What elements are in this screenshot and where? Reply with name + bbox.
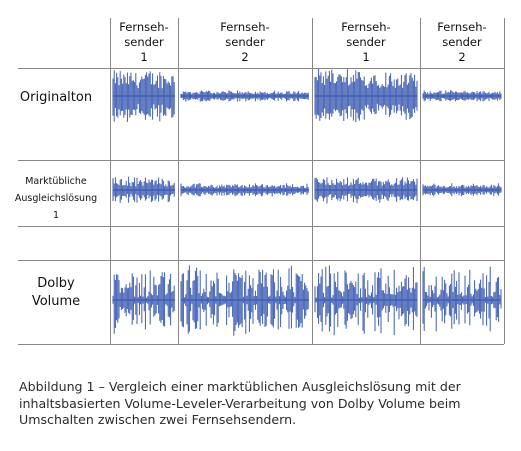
column-header-2-line1: Fernseh- <box>220 20 270 34</box>
row-label-dolby-volume-line1: Dolby <box>37 276 75 291</box>
row-label-originalton-line1: Originalton <box>19 90 93 105</box>
waveforms <box>112 68 502 336</box>
column-header-2-line2: sender <box>225 35 265 49</box>
row-label-originalton: Originalton <box>4 90 108 105</box>
grid-lines <box>18 18 505 345</box>
column-header-3-line1: Fernseh- <box>341 20 391 34</box>
waveform-row1-col2 <box>180 90 309 102</box>
waveform-row2-col4 <box>422 183 502 197</box>
column-header-4-line1: Fernseh- <box>437 20 487 34</box>
waveform-path <box>422 266 502 332</box>
waveform-row1-col3 <box>314 68 418 123</box>
column-header-1-line2: sender <box>124 35 164 49</box>
row-label-dolby-volume: Dolby Volume <box>4 275 108 311</box>
waveform-row2-col3 <box>314 177 418 204</box>
column-header-4-line2: sender <box>442 35 482 49</box>
column-header-1: Fernseh- sender 1 <box>110 20 178 66</box>
comparison-figure: Fernseh- sender 1 Fernseh- sender 2 Fern… <box>4 18 505 345</box>
column-header-3-line3: 1 <box>362 50 370 64</box>
column-header-2-line3: 2 <box>241 50 249 64</box>
waveform-row3-col2 <box>180 265 309 336</box>
waveform-row1-col4 <box>422 90 502 102</box>
column-header-2: Fernseh- sender 2 <box>178 20 312 66</box>
column-header-3-line2: sender <box>346 35 386 49</box>
figure-caption: Abbildung 1 – Vergleich einer marktüblic… <box>19 379 461 427</box>
row-label-ausgleichsloesung-line2: Ausgleichslösung <box>14 193 98 204</box>
column-header-3: Fernseh- sender 1 <box>312 20 420 66</box>
column-header-1-line3: 1 <box>140 50 148 64</box>
row-label-ausgleichsloesung: Marktübliche Ausgleichslösung 1 <box>4 173 108 224</box>
waveform-row3-col4 <box>422 266 502 332</box>
row-label-ausgleichsloesung-line1: Marktübliche <box>25 176 87 187</box>
waveform-row2-col2 <box>180 183 309 197</box>
waveform-row2-col1 <box>112 176 175 203</box>
waveform-row1-col1 <box>112 70 175 122</box>
row-label-dolby-volume-line2: Volume <box>31 294 81 309</box>
waveform-path <box>112 270 175 334</box>
waveform-row3-col3 <box>314 265 418 336</box>
column-header-1-line1: Fernseh- <box>119 20 169 34</box>
column-header-4-line3: 2 <box>458 50 466 64</box>
column-header-4: Fernseh- sender 2 <box>420 20 504 66</box>
row-label-ausgleichsloesung-line3: 1 <box>52 210 60 221</box>
waveform-row3-col1 <box>112 270 175 334</box>
